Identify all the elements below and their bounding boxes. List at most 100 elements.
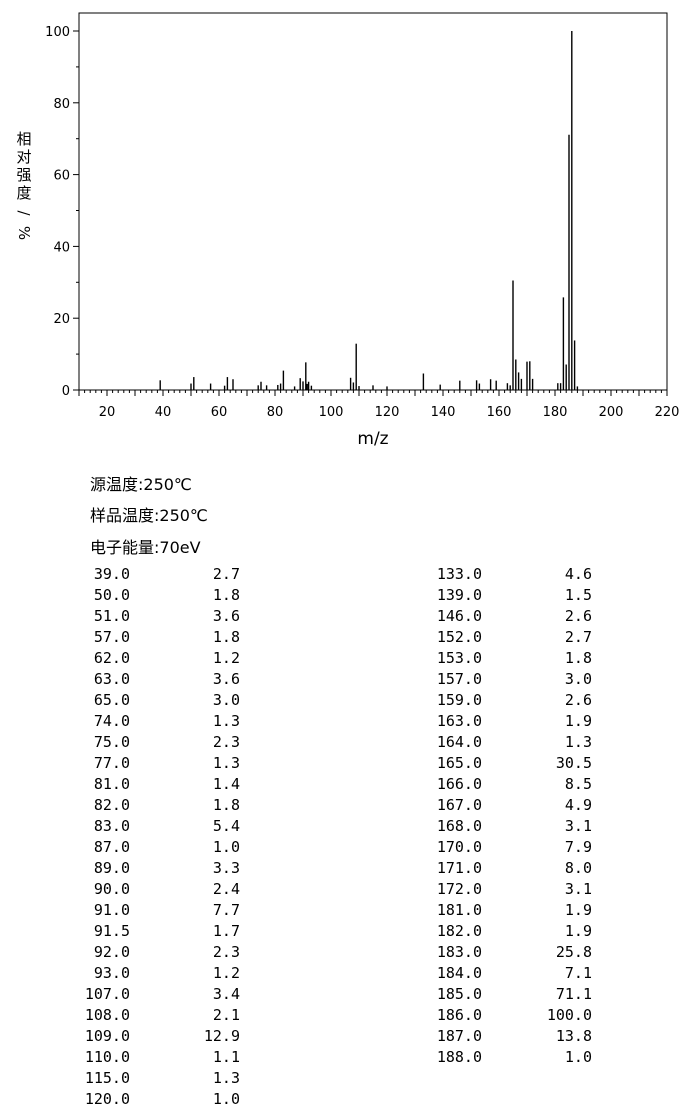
peak-abundance: 1.9: [564, 901, 592, 919]
peak-mz: 107.0: [84, 985, 130, 1003]
sample-temperature: 样品温度:250℃: [90, 506, 208, 525]
peak-abundance: 1.9: [564, 922, 592, 940]
peak-mz: 108.0: [84, 1006, 130, 1024]
peak-mz: 110.0: [84, 1048, 130, 1066]
peak-mz: 170.0: [436, 838, 482, 856]
peak-abundance: 2.7: [212, 565, 240, 583]
peak-mz: 146.0: [436, 607, 482, 625]
x-tick-label: 160: [487, 405, 512, 420]
peak-mz: 90.0: [93, 880, 130, 898]
x-tick-label: 80: [267, 405, 284, 420]
peak-abundance: 2.6: [564, 607, 592, 625]
peak-mz: 159.0: [436, 691, 482, 709]
peak-abundance: 1.3: [212, 712, 240, 730]
x-tick-label: 180: [543, 405, 568, 420]
y-tick-label: 0: [62, 384, 70, 399]
peak-abundance: 12.9: [203, 1027, 240, 1045]
peak-abundance: 2.3: [212, 943, 240, 961]
peak-abundance: 1.9: [564, 712, 592, 730]
peak-mz: 164.0: [436, 733, 482, 751]
peak-mz: 186.0: [436, 1006, 482, 1024]
peak-mz: 77.0: [93, 754, 130, 772]
source-temperature: 源温度:250℃: [90, 475, 192, 494]
peak-mz: 39.0: [93, 565, 130, 583]
x-tick-label: 60: [211, 405, 228, 420]
peak-abundance: 1.3: [564, 733, 592, 751]
peak-abundance: 1.3: [212, 754, 240, 772]
peak-mz: 57.0: [93, 628, 130, 646]
x-axis-label: m/z: [357, 429, 388, 449]
y-axis-label-char: 对: [16, 148, 32, 166]
y-tick-label: 100: [45, 25, 70, 40]
peak-abundance: 5.4: [212, 817, 240, 835]
peak-mz: 50.0: [93, 586, 130, 604]
peak-abundance: 1.8: [212, 628, 240, 646]
y-axis-label-char: %: [15, 225, 33, 241]
peak-abundance: 2.3: [212, 733, 240, 751]
y-axis-label-char: /: [15, 210, 33, 216]
peak-abundance: 25.8: [555, 943, 592, 961]
peak-mz: 120.0: [84, 1090, 130, 1108]
peak-abundance: 1.2: [212, 964, 240, 982]
peak-abundance: 1.0: [212, 838, 240, 856]
peak-mz: 92.0: [93, 943, 130, 961]
peak-mz: 81.0: [93, 775, 130, 793]
peak-mz: 139.0: [436, 586, 482, 604]
x-tick-label: 140: [431, 405, 456, 420]
peak-mz: 91.5: [93, 922, 130, 940]
peak-mz: 163.0: [436, 712, 482, 730]
peak-abundance: 3.1: [564, 817, 592, 835]
peak-mz: 133.0: [436, 565, 482, 583]
peak-mz: 62.0: [93, 649, 130, 667]
peak-mz: 185.0: [436, 985, 482, 1003]
peak-abundance: 8.5: [564, 775, 592, 793]
peak-mz: 183.0: [436, 943, 482, 961]
y-tick-label: 20: [53, 312, 70, 327]
peak-mz: 89.0: [93, 859, 130, 877]
peak-mz: 93.0: [93, 964, 130, 982]
y-tick-label: 40: [53, 240, 70, 255]
peak-mz: 168.0: [436, 817, 482, 835]
peak-mz: 65.0: [93, 691, 130, 709]
peak-abundance: 7.9: [564, 838, 592, 856]
peak-mz: 172.0: [436, 880, 482, 898]
x-tick-label: 40: [155, 405, 172, 420]
peak-abundance: 4.9: [564, 796, 592, 814]
x-tick-label: 200: [599, 405, 624, 420]
x-tick-label: 20: [99, 405, 116, 420]
y-axis-label: 相对强度 /%: [14, 130, 34, 242]
peak-abundance: 2.6: [564, 691, 592, 709]
peak-mz: 181.0: [436, 901, 482, 919]
peak-mz: 83.0: [93, 817, 130, 835]
peak-mz: 109.0: [84, 1027, 130, 1045]
peak-abundance: 3.3: [212, 859, 240, 877]
peak-abundance: 30.5: [555, 754, 592, 772]
peak-mz: 182.0: [436, 922, 482, 940]
peak-mz: 75.0: [93, 733, 130, 751]
y-tick-label: 80: [53, 97, 70, 112]
peak-abundance: 1.8: [564, 649, 592, 667]
peak-abundance: 1.5: [564, 586, 592, 604]
peak-abundance: 2.7: [564, 628, 592, 646]
peak-mz: 166.0: [436, 775, 482, 793]
peak-abundance: 4.6: [564, 565, 592, 583]
x-tick-label: 120: [375, 405, 400, 420]
peak-abundance: 1.2: [212, 649, 240, 667]
peak-mz: 63.0: [93, 670, 130, 688]
x-tick-label: 220: [655, 405, 680, 420]
peak-abundance: 3.6: [212, 670, 240, 688]
peak-mz: 187.0: [436, 1027, 482, 1045]
peak-mz: 188.0: [436, 1048, 482, 1066]
peak-mz: 153.0: [436, 649, 482, 667]
peak-abundance: 2.4: [212, 880, 240, 898]
peak-mz: 51.0: [93, 607, 130, 625]
y-axis: 0 20 40 60 80 100: [45, 25, 79, 399]
peak-abundance: 71.1: [555, 985, 592, 1003]
y-axis-label-char: 度: [16, 184, 32, 202]
peak-mz: 82.0: [93, 796, 130, 814]
peak-abundance: 1.8: [212, 586, 240, 604]
electron-energy: 电子能量:70eV: [90, 538, 201, 557]
peak-abundance: 13.8: [555, 1027, 592, 1045]
peak-mz: 167.0: [436, 796, 482, 814]
